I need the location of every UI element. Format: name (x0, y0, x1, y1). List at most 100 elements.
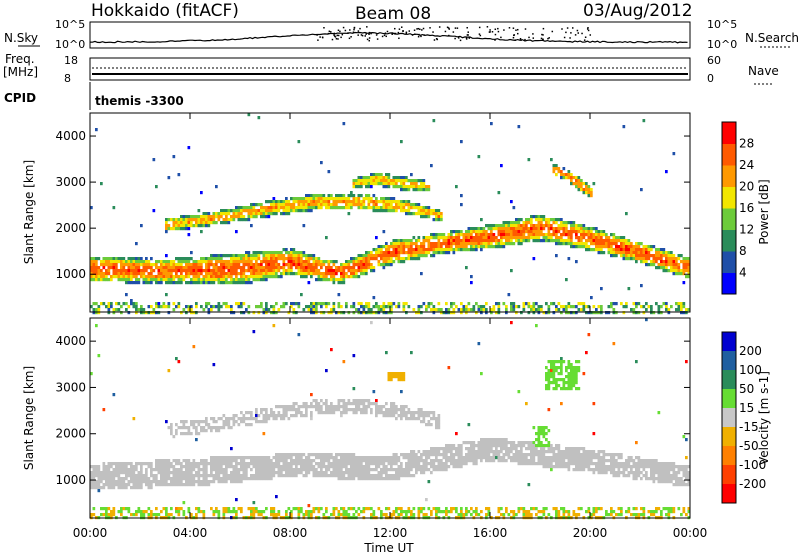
power-cell (392, 185, 396, 189)
power-cell (390, 203, 393, 207)
power-cell (125, 278, 128, 282)
power-cell (165, 305, 168, 309)
power-cell (382, 179, 386, 183)
power-cell (267, 251, 271, 255)
power-cell (575, 185, 578, 189)
power-cell (187, 146, 191, 150)
power-cell (452, 311, 456, 315)
velocity-cell (445, 450, 448, 454)
velocity-cell (257, 465, 261, 469)
velocity-cell (237, 471, 241, 475)
velocity-cell (380, 468, 383, 472)
power-cell (252, 254, 256, 258)
power-cbar-tick: 8 (739, 244, 747, 258)
power-cell (237, 266, 241, 270)
velocity-cell (410, 453, 413, 457)
velocity-cell (117, 510, 121, 514)
power-cell (437, 215, 441, 219)
power-cell (580, 245, 583, 249)
nsearch-point (478, 26, 481, 29)
power-cell (470, 239, 473, 243)
power-cell (110, 302, 113, 306)
power-cell (420, 215, 423, 219)
velocity-cell (255, 411, 258, 415)
velocity-cell (107, 477, 111, 481)
power-cell (580, 227, 583, 231)
power-cell (252, 278, 256, 282)
power-cell (220, 260, 223, 264)
power-cell (187, 221, 191, 225)
velocity-cell (372, 459, 376, 463)
power-cell (122, 266, 126, 270)
velocity-cell (330, 474, 333, 478)
power-cell (685, 311, 688, 315)
velocity-cell (365, 474, 368, 478)
nsearch-point (583, 39, 586, 41)
power-cell (387, 302, 391, 306)
power-cell (480, 236, 483, 240)
velocity-cell (432, 453, 436, 457)
power-cell (627, 242, 631, 246)
power-cell (110, 305, 113, 309)
power-cell (397, 242, 401, 246)
power-cell (655, 257, 658, 261)
power-cell (107, 269, 111, 273)
power-cell (662, 254, 666, 258)
nsearch-point (467, 34, 469, 36)
velocity-cell (222, 474, 226, 478)
velocity-cell (230, 462, 233, 466)
power-cell (120, 311, 123, 315)
power-cell (320, 305, 323, 309)
velocity-cell (360, 510, 363, 514)
power-cell (257, 263, 261, 267)
velocity-cell (307, 504, 311, 508)
power-cell (415, 206, 418, 210)
velocity-cell (290, 474, 293, 478)
power-cell (350, 260, 353, 264)
velocity-cell (382, 456, 386, 460)
power-cell (537, 218, 541, 222)
power-cell (417, 188, 421, 192)
power-cell (682, 263, 686, 267)
velocity-cell (185, 483, 188, 487)
power-cell (550, 218, 553, 222)
velocity-cell (265, 417, 268, 421)
nsearch-point (397, 31, 400, 34)
power-cell (422, 239, 426, 243)
power-cell (462, 242, 466, 246)
velocity-cell (240, 480, 243, 484)
power-cell (265, 269, 268, 273)
power-cell (517, 236, 521, 240)
power-cell (510, 305, 513, 309)
power-cell (165, 281, 168, 285)
power-cell (407, 212, 411, 216)
velocity-cell (365, 456, 368, 460)
nsearch-point (368, 39, 370, 42)
velocity-cell (400, 453, 403, 457)
power-cell (427, 206, 431, 210)
power-cell (610, 248, 613, 252)
power-cell (377, 260, 381, 264)
velocity-cell (387, 459, 391, 463)
velocity-cell (150, 513, 153, 517)
power-cbar-tick: 20 (739, 180, 754, 194)
power-cell (637, 251, 641, 255)
power-cell (660, 311, 663, 315)
velocity-cell (402, 405, 406, 409)
velocity-cell (265, 411, 268, 415)
power-cell (305, 257, 308, 261)
velocity-cell (360, 399, 363, 403)
power-cell (372, 176, 376, 180)
power-cell (360, 182, 363, 186)
power-cell (320, 272, 323, 276)
power-cell (332, 206, 336, 210)
power-cell (205, 212, 208, 216)
velocity-cell (342, 453, 346, 457)
power-cell (365, 311, 368, 315)
power-cell (377, 173, 381, 177)
velocity-cell (432, 447, 436, 451)
velocity-cell (397, 378, 401, 382)
power-cell (665, 308, 668, 312)
power-cell (330, 278, 333, 282)
power-cell (267, 272, 271, 276)
